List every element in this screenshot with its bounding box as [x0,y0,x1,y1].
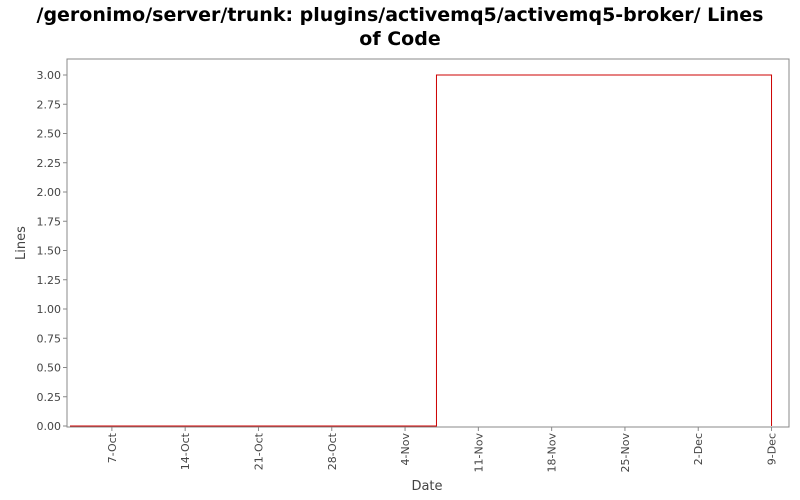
y-tick-label: 0.25 [37,391,62,404]
y-tick-label: 2.50 [37,128,62,141]
y-tick-label: 0.00 [37,420,62,433]
x-tick-label: 4-Nov [399,433,412,466]
y-tick-label: 2.75 [37,98,62,111]
x-tick-label: 25-Nov [619,433,632,473]
y-tick-label: 2.25 [37,157,62,170]
x-tick-label: 2-Dec [692,433,705,465]
y-tick-label: 3.00 [37,69,62,82]
y-tick-label: 1.25 [37,274,62,287]
x-tick-label: 14-Oct [179,432,192,470]
y-tick-label: 1.00 [37,303,62,316]
plot-frame [66,58,790,428]
plot-area: 0.00 0.25 0.50 0.75 1.00 1.25 1.50 1.75 2.00 2.25… [37,58,790,473]
chart-title-line-2: of Code [359,28,440,50]
x-axis-label: Date [411,479,442,494]
y-tick-label: 0.50 [37,362,62,375]
y-tick-label: 1.50 [37,245,62,258]
y-axis-label: Lines [14,226,29,260]
chart-title-line-1: /geronimo/server/trunk: plugins/activemq… [37,4,764,26]
x-tick-label: 7-Oct [106,432,119,463]
x-tick-label: 21-Oct [252,432,265,470]
x-tick-label: 18-Nov [546,433,559,473]
x-tick-label: 11-Nov [472,433,485,473]
y-tick-label: 1.75 [37,215,62,228]
y-tick-label: 0.75 [37,332,62,345]
x-tick-label: 28-Oct [326,432,339,470]
y-tick-label: 2.00 [37,186,62,199]
x-tick-label: 9-Dec [766,433,779,465]
series-line [70,74,773,427]
